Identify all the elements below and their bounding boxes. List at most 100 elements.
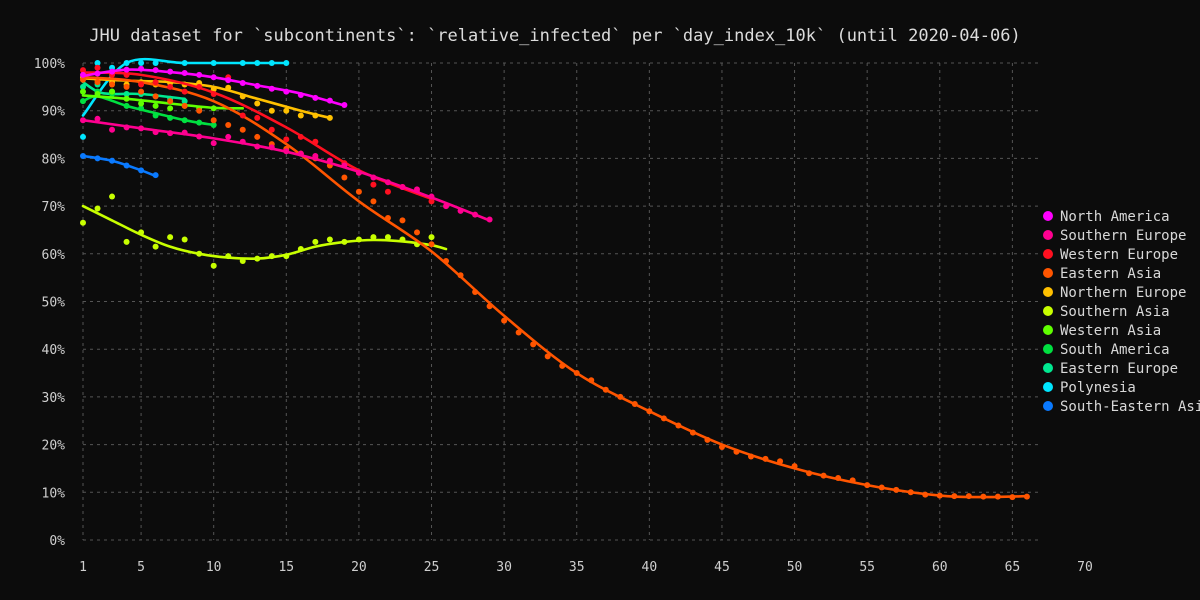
data-point [210, 122, 217, 129]
data-point [138, 88, 145, 95]
data-point [167, 234, 174, 241]
data-point [268, 107, 275, 114]
data-point [94, 64, 101, 71]
data-point [94, 91, 101, 98]
data-point [152, 60, 159, 66]
data-point [384, 179, 391, 186]
data-point [341, 101, 348, 108]
y-tick-label: 60% [42, 248, 66, 263]
data-point [472, 211, 479, 218]
data-point [268, 144, 275, 151]
data-point [94, 115, 101, 122]
legend-item-polynesia: Polynesia [1043, 380, 1136, 396]
data-point [181, 129, 188, 136]
grid [82, 62, 1038, 541]
data-point [181, 102, 188, 109]
data-point [907, 489, 914, 496]
y-tick-label: 0% [49, 534, 65, 549]
legend-item-south-america: South America [1043, 342, 1170, 358]
data-point [181, 88, 188, 95]
x-tick-label: 60 [932, 560, 948, 575]
data-point [181, 60, 188, 66]
data-point [210, 117, 217, 124]
data-point [254, 100, 261, 107]
data-point [399, 184, 406, 191]
chart-title: JHU dataset for `subcontinents`: `relati… [89, 26, 1020, 46]
data-point [1009, 494, 1016, 501]
data-point [486, 216, 493, 223]
legend-label: Southern Europe [1060, 228, 1186, 244]
data-point [239, 80, 246, 87]
data-point [457, 207, 464, 214]
data-point [675, 422, 682, 429]
data-point [457, 272, 464, 279]
data-point [951, 493, 958, 500]
legend-item-eastern-europe: Eastern Europe [1043, 361, 1178, 377]
legend-item-eastern-asia: Eastern Asia [1043, 266, 1161, 282]
data-point [268, 85, 275, 92]
data-point [80, 98, 86, 105]
x-tick-label: 45 [714, 560, 730, 575]
y-tick-label: 10% [42, 486, 66, 501]
legend-label: Western Europe [1060, 247, 1178, 263]
data-point [312, 138, 319, 145]
data-point [443, 203, 450, 210]
data-point [777, 458, 784, 465]
data-point [138, 81, 145, 88]
series-southern-asia [80, 193, 448, 269]
data-point [181, 117, 188, 124]
data-point [254, 133, 261, 140]
data-point [733, 448, 740, 455]
data-point [443, 257, 450, 264]
data-point [181, 98, 188, 105]
data-point [820, 472, 827, 479]
x-tick-label: 15 [278, 560, 294, 575]
data-point [762, 455, 769, 462]
legend-item-southern-asia: Southern Asia [1043, 304, 1170, 320]
data-point [123, 91, 130, 98]
data-point [167, 83, 174, 90]
data-point [239, 60, 246, 66]
data-point [225, 84, 232, 91]
data-point [196, 250, 203, 257]
data-point [428, 241, 435, 248]
data-point [80, 117, 86, 124]
data-point [297, 91, 304, 98]
data-point [138, 100, 145, 107]
data-point [370, 181, 377, 188]
data-point [472, 288, 479, 295]
data-point [80, 76, 86, 83]
data-point [225, 253, 232, 260]
y-tick-label: 90% [42, 105, 66, 120]
data-point [573, 370, 580, 377]
data-point [370, 198, 377, 205]
data-point [384, 215, 391, 222]
data-point [326, 157, 333, 164]
data-point [660, 415, 667, 422]
data-point [109, 88, 116, 95]
data-point [239, 257, 246, 264]
data-point [849, 477, 856, 484]
x-tick-label: 40 [642, 560, 658, 575]
legend-item-northern-europe: Northern Europe [1043, 285, 1186, 301]
data-point [109, 68, 116, 75]
legend-marker [1043, 401, 1053, 411]
data-point [414, 186, 420, 193]
data-point [196, 133, 203, 140]
data-point [1023, 493, 1030, 500]
data-point [167, 114, 174, 121]
data-point [210, 262, 217, 269]
legend-marker [1043, 325, 1053, 335]
data-point [94, 70, 101, 77]
data-point [109, 157, 116, 164]
data-point [123, 124, 130, 131]
data-point [704, 436, 711, 443]
data-point [152, 93, 159, 100]
legend-marker [1043, 344, 1053, 354]
legend-marker [1043, 211, 1053, 221]
data-point [109, 81, 116, 88]
y-tick-label: 100% [34, 57, 65, 72]
data-point [965, 493, 972, 500]
data-point [283, 60, 290, 66]
data-point [167, 105, 174, 112]
